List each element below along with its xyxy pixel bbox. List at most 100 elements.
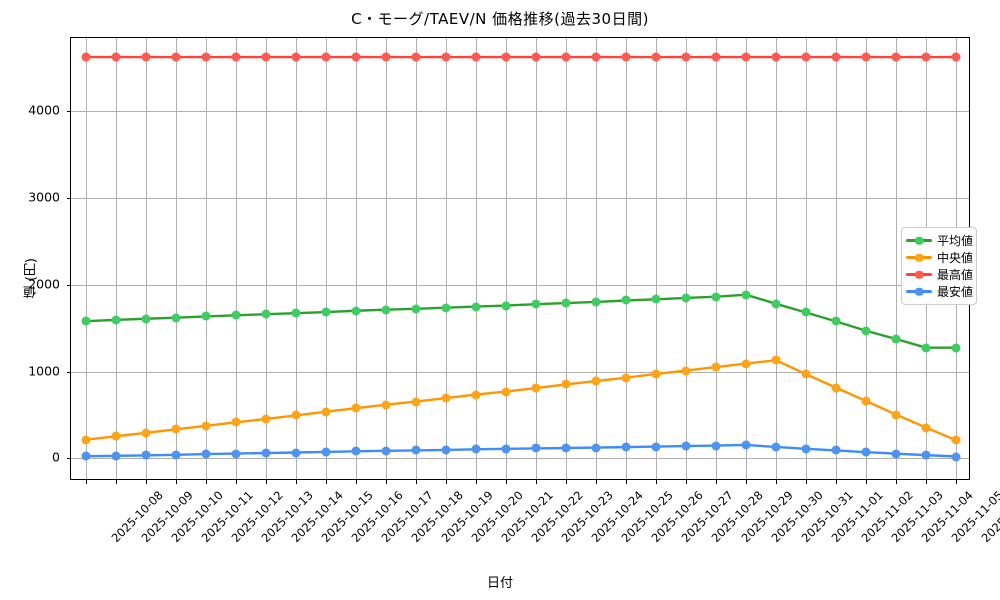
chart-title: C・モーグ/TAEV/N 価格推移(過去30日間) xyxy=(351,10,649,28)
legend-item-0[interactable]: 平均値 xyxy=(906,232,973,249)
series-line-3 xyxy=(84,443,958,458)
plot-canvas xyxy=(66,38,969,484)
data-point xyxy=(681,52,691,62)
data-point xyxy=(171,313,181,323)
x-tick-mark xyxy=(416,479,417,484)
data-point xyxy=(501,387,511,397)
y-tick-mark xyxy=(66,284,71,286)
data-point xyxy=(81,316,91,326)
legend-label: 最高値 xyxy=(937,268,974,282)
x-gridline xyxy=(236,38,237,479)
legend-label: 最安値 xyxy=(937,285,974,299)
data-point xyxy=(531,383,541,393)
x-tick-mark xyxy=(536,479,537,484)
legend-item-3[interactable]: 最安値 xyxy=(906,283,974,300)
data-point xyxy=(681,293,691,303)
x-gridline xyxy=(866,38,867,479)
data-point xyxy=(231,310,241,320)
data-point xyxy=(321,447,331,457)
data-point xyxy=(471,52,481,62)
data-point xyxy=(501,301,511,311)
data-point xyxy=(831,316,841,326)
data-point xyxy=(921,343,931,353)
x-tick-mark xyxy=(296,479,297,484)
data-point xyxy=(141,52,151,62)
data-point xyxy=(351,446,361,456)
data-point xyxy=(111,451,121,461)
data-point xyxy=(621,442,631,452)
data-point xyxy=(741,440,751,450)
x-gridline xyxy=(896,38,897,479)
y-gridline xyxy=(71,110,969,112)
y-gridline xyxy=(71,371,969,373)
data-point xyxy=(681,441,691,451)
data-point xyxy=(111,315,121,325)
data-point xyxy=(351,403,361,413)
data-point xyxy=(321,52,331,62)
x-tick-mark xyxy=(776,479,777,484)
x-gridline xyxy=(716,38,717,479)
series-lines xyxy=(84,55,958,458)
data-point xyxy=(141,428,151,438)
data-point xyxy=(651,369,661,379)
x-tick-mark xyxy=(506,479,507,484)
x-gridline xyxy=(566,38,567,479)
data-point xyxy=(411,445,421,455)
data-point xyxy=(861,447,871,457)
x-tick-mark xyxy=(386,479,387,484)
x-gridline xyxy=(416,38,417,479)
data-point xyxy=(591,376,601,386)
data-point xyxy=(201,421,211,431)
data-point xyxy=(471,444,481,454)
data-point xyxy=(741,359,751,369)
x-gridline xyxy=(86,38,87,479)
x-gridline xyxy=(446,38,447,479)
x-tick-mark xyxy=(716,479,717,484)
x-tick-mark xyxy=(866,479,867,484)
data-point xyxy=(831,52,841,62)
data-point xyxy=(651,442,661,452)
data-point xyxy=(321,407,331,417)
data-point xyxy=(81,435,91,445)
x-tick-mark xyxy=(836,479,837,484)
x-tick-mark xyxy=(626,479,627,484)
data-point xyxy=(891,410,901,420)
data-point xyxy=(801,52,811,62)
data-point xyxy=(261,414,271,424)
legend-item-2[interactable]: 最高値 xyxy=(906,266,974,283)
data-point xyxy=(261,448,271,458)
data-point xyxy=(411,397,421,407)
data-point xyxy=(621,52,631,62)
x-gridline xyxy=(176,38,177,479)
data-point xyxy=(81,52,91,62)
data-point xyxy=(561,298,571,308)
y-tick-mark xyxy=(66,110,71,112)
data-point xyxy=(711,292,721,302)
data-point xyxy=(711,52,721,62)
data-point xyxy=(651,52,661,62)
data-point xyxy=(441,303,451,313)
data-point xyxy=(471,302,481,312)
data-point xyxy=(531,443,541,453)
data-point xyxy=(321,307,331,317)
x-gridline xyxy=(146,38,147,479)
legend-line-swatch xyxy=(906,253,932,262)
x-tick-mark xyxy=(326,479,327,484)
x-gridline xyxy=(386,38,387,479)
x-gridline xyxy=(116,38,117,479)
y-gridline xyxy=(71,197,969,199)
data-point xyxy=(741,52,751,62)
data-point xyxy=(621,295,631,305)
x-tick-mark xyxy=(896,479,897,484)
data-point xyxy=(771,52,781,62)
data-point xyxy=(831,445,841,455)
legend-line-swatch xyxy=(906,236,932,245)
data-point xyxy=(741,290,751,300)
legend-item-1[interactable]: 中央値 xyxy=(906,249,973,266)
data-point xyxy=(231,417,241,427)
x-gridline xyxy=(656,38,657,479)
data-point xyxy=(891,52,901,62)
data-point xyxy=(471,390,481,400)
data-point xyxy=(831,383,841,393)
data-point xyxy=(861,52,871,62)
